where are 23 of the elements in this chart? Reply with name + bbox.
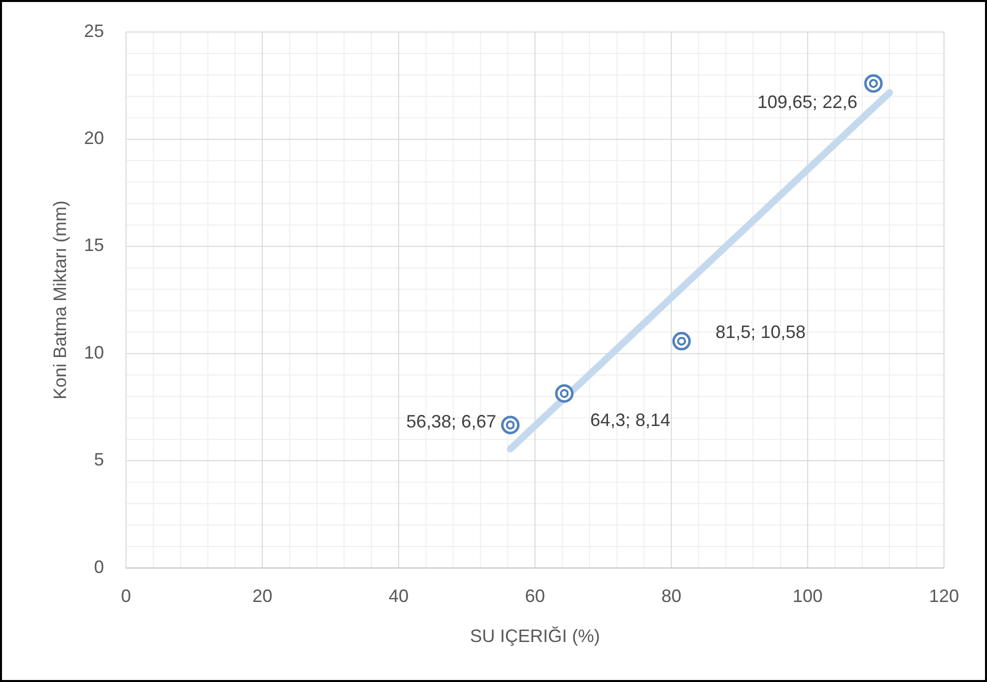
- point: [501, 416, 520, 434]
- x-tick-label: 60: [524, 586, 546, 606]
- x-tick-label: 0: [120, 586, 132, 606]
- x-tick-label: 20: [252, 586, 272, 606]
- y-tick-label: 0: [94, 556, 104, 577]
- y-tick-label: 20: [84, 128, 104, 148]
- y-axis-title: Koni Batma Miktarı (mm): [50, 200, 70, 400]
- y-tick-label: 15: [84, 235, 104, 256]
- y-tick-label: 10: [84, 342, 104, 362]
- point: [555, 384, 574, 403]
- x-tick-label: 100: [792, 586, 823, 606]
- x-tick-label: 40: [388, 586, 409, 606]
- data-label: 56,38; 6,67: [406, 412, 496, 432]
- data-label: 64,3; 8,14: [590, 410, 670, 430]
- data-label: 109,65; 22,6: [757, 92, 858, 112]
- x-axis-title: SU IÇERIĞI (%): [470, 626, 600, 646]
- x-tick-label: 80: [661, 586, 682, 606]
- point: [864, 74, 883, 93]
- x-tick-label: 120: [928, 586, 960, 606]
- data-label: 81,5; 10,58: [716, 322, 806, 342]
- point: [672, 332, 691, 350]
- y-tick-label: 25: [84, 20, 104, 41]
- y-tick-label: 5: [94, 450, 104, 470]
